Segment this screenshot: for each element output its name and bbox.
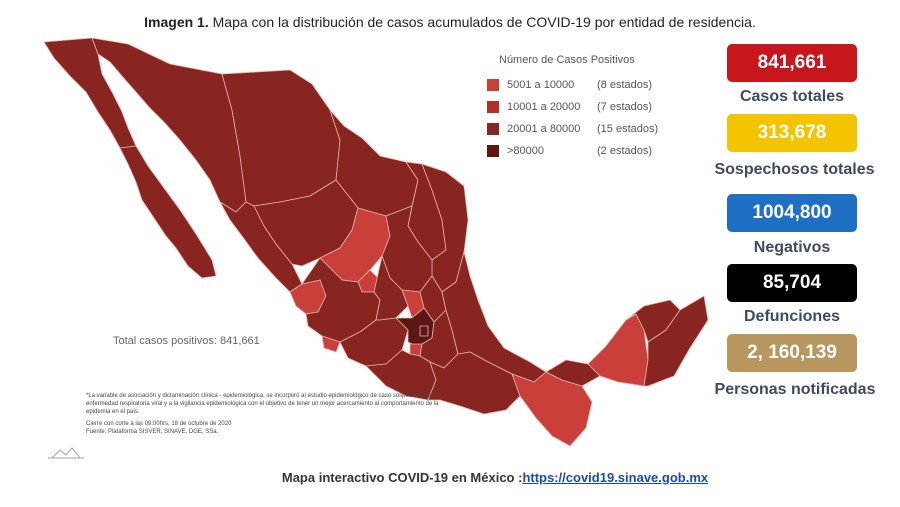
negative-cases-value: 1004,800	[752, 202, 832, 223]
legend-swatch	[487, 123, 499, 135]
mexico-covid-map	[43, 37, 709, 447]
footer: Mapa interactivo COVID-19 en México :htt…	[0, 470, 900, 485]
legend-title: Número de Casos Positivos	[499, 54, 635, 66]
notified-persons-box: 2, 160,139	[727, 334, 857, 372]
notified-persons-value: 2, 160,139	[747, 342, 837, 363]
deaths-box: 85,704	[727, 264, 857, 302]
map-legend: Número de Casos Positivos 5001 a 10000 (…	[487, 54, 667, 162]
state-campeche	[587, 313, 649, 387]
legend-swatch	[487, 101, 499, 113]
legend-range: 20001 a 80000	[507, 123, 581, 135]
figure-title: Imagen 1. Mapa con la distribución de ca…	[0, 14, 900, 30]
footnote-cutoff: Cierre con corte a las 09:00hrs, 18 de o…	[86, 421, 232, 427]
state-quintana-roo	[643, 295, 709, 387]
legend-count: (8 estados)	[597, 79, 653, 91]
footnote-methodology: *La variable de asociación y dictaminaci…	[86, 393, 439, 415]
legend-count: (2 estados)	[597, 145, 653, 157]
deaths-value: 85,704	[762, 272, 822, 293]
suspected-cases-label: Sospechosos totales	[714, 161, 875, 178]
state-sinaloa	[219, 201, 303, 293]
legend-swatch	[487, 79, 499, 91]
deaths-label: Defunciones	[743, 308, 840, 325]
state-colima	[321, 335, 341, 353]
total-cases-box: 841,661	[727, 44, 857, 82]
legend-range: 10001 a 20000	[507, 101, 581, 113]
state-cdmx	[419, 325, 429, 337]
footer-text: Mapa interactivo COVID-19 en México :	[281, 470, 523, 485]
interactive-map-link[interactable]: https://covid19.sinave.gob.mx	[522, 470, 709, 485]
state-baja-california-sur	[119, 145, 217, 279]
legend-item: 10001 a 20000 (7 estados)	[487, 96, 667, 118]
negative-cases-box: 1004,800	[727, 194, 857, 232]
legend-swatch	[487, 145, 499, 157]
total-positive-cases: Total casos positivos: 841,661	[113, 335, 260, 347]
suspected-cases-box: 313,678	[727, 114, 857, 152]
state-guanajuato	[373, 255, 409, 321]
notified-persons-label: Personas notificadas	[714, 381, 876, 398]
legend-range: 5001 a 10000	[507, 79, 575, 91]
legend-count: (7 estados)	[597, 101, 653, 113]
legend-count: (15 estados)	[597, 123, 659, 135]
state-oaxaca	[427, 351, 521, 415]
legend-item: 20001 a 80000 (15 estados)	[487, 118, 667, 140]
figure-title-text: Mapa con la distribución de casos acumul…	[208, 14, 756, 30]
state-chiapas	[511, 371, 593, 447]
legend-range: >80000	[507, 145, 545, 157]
footnote-source: Fuente: Plataforma SISVER, SINAVE, DGE, …	[86, 429, 219, 435]
legend-item: 5001 a 10000 (8 estados)	[487, 74, 667, 96]
suspected-cases-value: 313,678	[757, 122, 827, 143]
figure-title-label: Imagen 1.	[144, 14, 209, 30]
total-cases-label: Casos totales	[739, 88, 845, 105]
total-cases-value: 841,661	[757, 52, 827, 73]
mountain-logo-icon	[48, 447, 84, 459]
footnotes: *La variable de asociación y dictaminaci…	[86, 392, 441, 439]
legend-item: >80000 (2 estados)	[487, 140, 667, 162]
negative-cases-label: Negativos	[753, 239, 831, 256]
